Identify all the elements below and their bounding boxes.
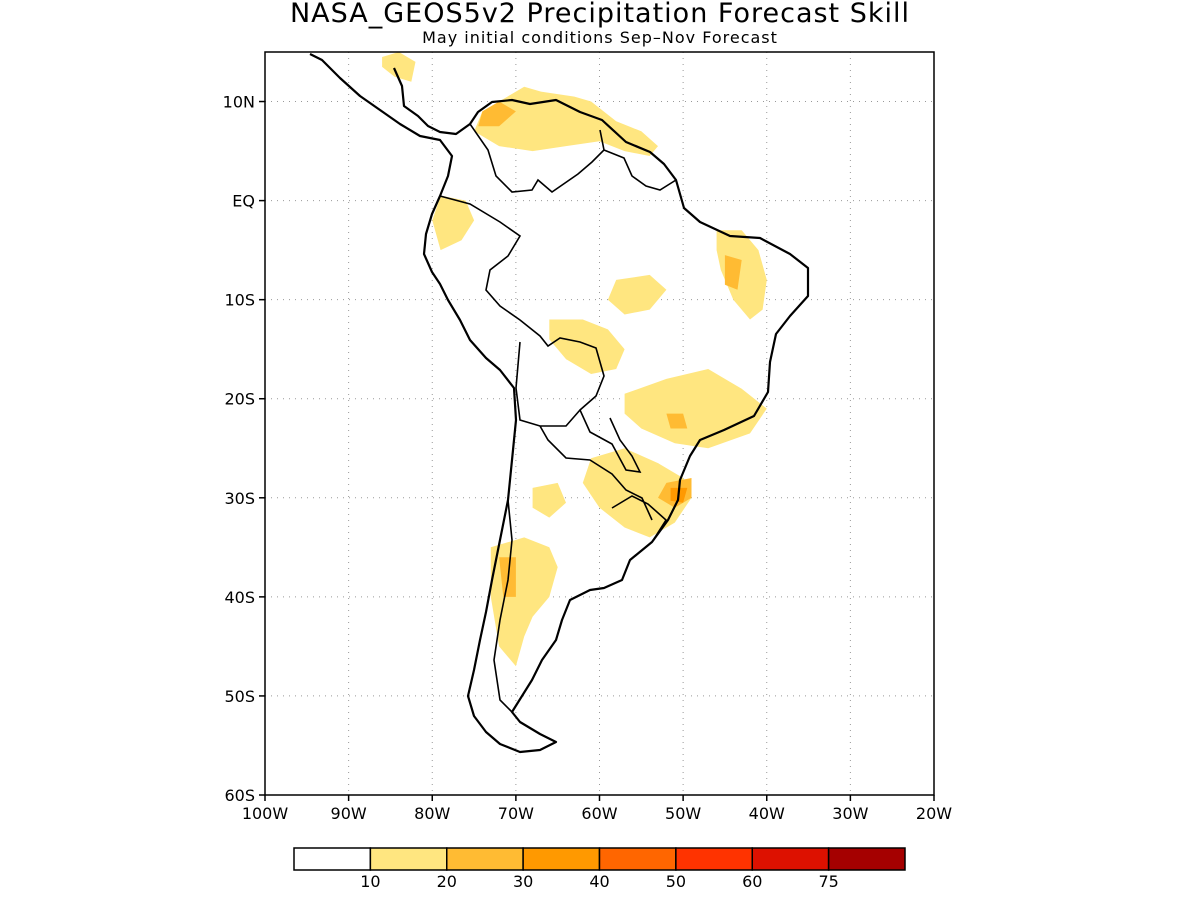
south-america-outline <box>309 53 810 754</box>
colorbar-swatch <box>598 847 677 871</box>
lat-tick-label: 60S <box>224 786 255 805</box>
colorbar-label: 10 <box>360 872 380 891</box>
skill-region <box>666 413 688 429</box>
skill-region <box>474 86 658 156</box>
country-borders <box>439 123 677 713</box>
colorbar-label: 75 <box>818 872 838 891</box>
colorbar-label: 20 <box>437 872 457 891</box>
colorbar-swatch <box>675 847 753 871</box>
skill-region <box>582 448 692 538</box>
lat-tick-label: 50S <box>224 687 255 706</box>
map-frame <box>264 51 935 796</box>
colorbar-label: 40 <box>589 872 609 891</box>
coastline <box>309 53 810 754</box>
skill-region <box>549 319 625 374</box>
skill-region <box>607 274 667 315</box>
skill-region <box>432 195 475 251</box>
lon-tick-label: 30W <box>832 804 868 823</box>
lon-tick-label: 100W <box>242 804 289 823</box>
map-title: NASA_GEOS5v2 Precipitation Forecast Skil… <box>289 0 911 29</box>
colorbar-label: 60 <box>742 872 762 891</box>
lon-tick-label: 40W <box>749 804 785 823</box>
colorbar-swatch <box>522 847 601 871</box>
colorbar: 10 20 30 40 50 60 75 <box>293 847 906 891</box>
colorbar-swatch <box>293 847 372 871</box>
lat-tick-label: 10N <box>223 93 255 112</box>
map-subtitle: May initial conditions Sep–Nov Forecast <box>422 28 778 47</box>
skill-region <box>724 255 742 290</box>
skill-shading <box>382 52 767 667</box>
lat-tick-label: 40S <box>224 588 255 607</box>
plot-border <box>264 51 935 796</box>
skill-region <box>624 369 767 449</box>
lat-tick-label: 20S <box>224 390 255 409</box>
lon-tick-label: 60W <box>581 804 617 823</box>
lat-tick-label: EQ <box>232 192 255 211</box>
skill-region <box>382 52 416 82</box>
lon-tick-label: 20W <box>916 804 952 823</box>
colorbar-label: 50 <box>666 872 686 891</box>
colorbar-swatch <box>446 847 524 871</box>
colorbar-swatch <box>751 847 830 871</box>
skill-region <box>532 482 566 518</box>
skill-region <box>478 101 516 127</box>
skill-region <box>716 230 767 320</box>
lon-tick-label: 90W <box>331 804 367 823</box>
skill-region <box>490 537 558 667</box>
colorbar-label: 30 <box>513 872 533 891</box>
lat-tick-label: 10S <box>224 291 255 310</box>
lon-tick-label: 50W <box>665 804 701 823</box>
lon-tick-label: 70W <box>498 804 534 823</box>
colorbar-swatch <box>369 847 448 871</box>
lon-tick-label: 80W <box>414 804 450 823</box>
colorbar-swatch <box>827 847 906 871</box>
lat-tick-label: 30S <box>224 489 255 508</box>
graticule <box>265 52 934 795</box>
